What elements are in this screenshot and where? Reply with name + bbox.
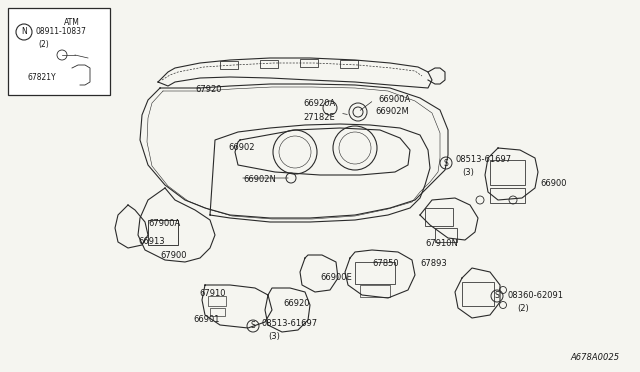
Text: 66913: 66913 — [138, 237, 164, 247]
Text: A678A0025: A678A0025 — [571, 353, 620, 362]
Bar — [425, 208, 453, 226]
Bar — [300, 59, 318, 67]
Bar — [490, 160, 525, 185]
Text: 08513-61697: 08513-61697 — [455, 155, 511, 164]
Text: (3): (3) — [268, 331, 280, 340]
Text: 66920A: 66920A — [303, 99, 335, 108]
Bar — [210, 308, 225, 316]
Text: 08513-61697: 08513-61697 — [262, 318, 318, 327]
Text: 67920: 67920 — [195, 86, 221, 94]
Text: 66902N: 66902N — [243, 176, 276, 185]
Bar — [340, 60, 358, 68]
Bar — [462, 282, 494, 306]
Text: 67900: 67900 — [160, 251, 186, 260]
Text: 08360-62091: 08360-62091 — [507, 292, 563, 301]
Text: 66900E: 66900E — [320, 273, 352, 282]
Text: N: N — [21, 28, 27, 36]
Bar — [435, 228, 457, 242]
Text: S: S — [444, 158, 449, 167]
Text: 67910: 67910 — [199, 289, 225, 298]
Bar — [208, 296, 226, 306]
Bar — [220, 61, 238, 69]
Text: 66900: 66900 — [540, 179, 566, 187]
Text: 66902M: 66902M — [375, 108, 409, 116]
Bar — [260, 60, 278, 68]
Bar — [148, 220, 178, 245]
Bar — [360, 285, 390, 297]
Bar — [8, 8, 110, 95]
Text: 67910N: 67910N — [425, 240, 458, 248]
Text: 66920: 66920 — [283, 299, 310, 308]
Text: 27182E: 27182E — [303, 112, 335, 122]
Bar — [490, 188, 525, 203]
Text: 67821Y: 67821Y — [28, 74, 56, 83]
Text: 66901: 66901 — [193, 315, 220, 324]
Text: S: S — [251, 321, 255, 330]
Text: 67893: 67893 — [420, 260, 447, 269]
Text: 08911-10837: 08911-10837 — [36, 28, 87, 36]
Text: 67850: 67850 — [372, 260, 399, 269]
Text: (2): (2) — [38, 39, 49, 48]
Text: S: S — [495, 292, 499, 301]
Text: 66900A: 66900A — [378, 94, 410, 103]
Bar — [355, 262, 395, 284]
Text: (2): (2) — [517, 305, 529, 314]
Text: 67900A: 67900A — [148, 218, 180, 228]
Text: (3): (3) — [462, 169, 474, 177]
Text: ATM: ATM — [64, 18, 80, 27]
Text: 66902: 66902 — [228, 142, 255, 151]
